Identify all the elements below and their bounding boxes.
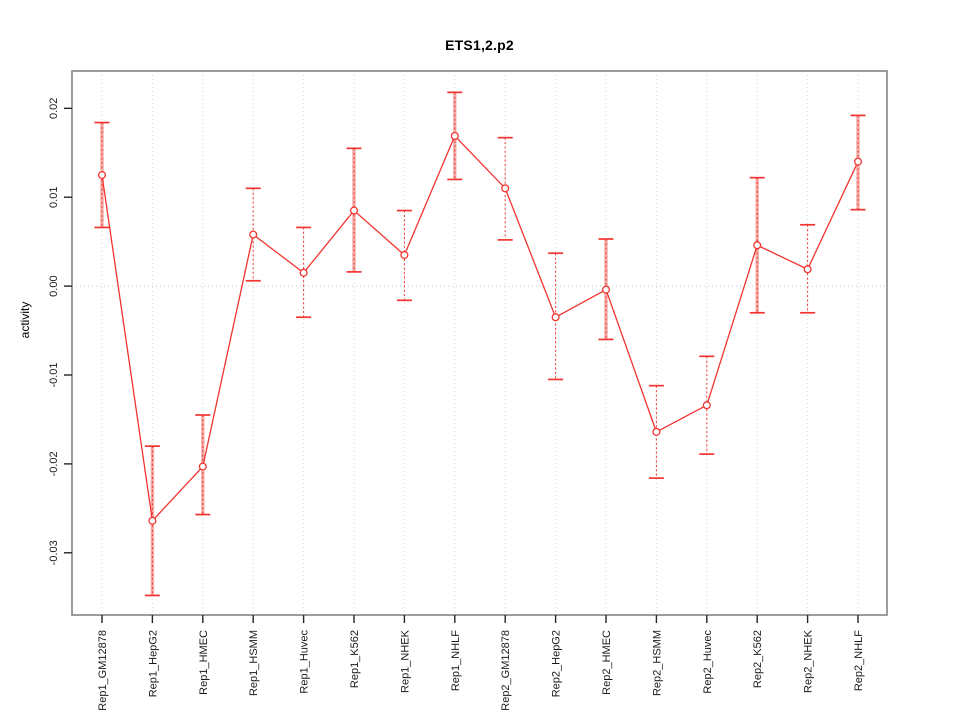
- data-point-marker: [450, 131, 459, 140]
- x-tick-label: Rep2_K562: [752, 630, 764, 688]
- data-point-marker: [702, 401, 711, 410]
- x-tick-label: Rep1_K562: [349, 630, 361, 688]
- x-tick-label: Rep2_NHLF: [853, 630, 865, 691]
- x-tick-label: Rep1_HMEC: [198, 630, 210, 695]
- x-tick-label: Rep2_HSMM: [651, 630, 663, 696]
- x-tick-label: Rep1_NHLF: [450, 630, 462, 691]
- y-tick-label: 0.02: [48, 98, 60, 119]
- data-point-marker: [299, 268, 308, 277]
- data-point-marker: [803, 265, 812, 274]
- data-point-marker: [853, 157, 863, 166]
- data-point-marker: [601, 285, 611, 294]
- y-tick-label: 0.01: [48, 187, 60, 208]
- data-point-marker: [349, 206, 359, 215]
- y-tick-label: -0.02: [48, 451, 60, 476]
- data-point-marker: [198, 462, 207, 471]
- x-tick-label: Rep2_NHEK: [803, 629, 815, 693]
- data-point-marker: [400, 250, 409, 260]
- y-tick-label: -0.01: [48, 362, 60, 387]
- plot-border: [71, 70, 888, 616]
- data-point-marker: [97, 170, 107, 180]
- data-point-marker: [148, 516, 157, 525]
- data-point-marker: [753, 241, 762, 250]
- x-tick-label: Rep2_HMEC: [601, 630, 613, 695]
- x-tick-label: Rep1_GM12878: [97, 630, 109, 711]
- data-point-marker: [652, 427, 661, 436]
- data-point-marker: [551, 313, 560, 322]
- x-tick-label: Rep1_HSMM: [248, 630, 260, 696]
- data-point-marker: [501, 184, 510, 193]
- x-tick-label: Rep2_GM12878: [500, 630, 512, 711]
- y-tick-label: -0.03: [48, 540, 60, 565]
- chart-title: ETS1,2.p2: [445, 37, 514, 53]
- x-tick-label: Rep1_Huvec: [299, 630, 311, 694]
- x-tick-label: Rep1_NHEK: [399, 629, 411, 693]
- x-tick-label: Rep2_HepG2: [551, 630, 563, 697]
- y-tick-label: 0.00: [48, 275, 60, 296]
- x-tick-label: Rep1_HepG2: [147, 630, 159, 697]
- x-tick-label: Rep2_Huvec: [702, 630, 714, 694]
- data-point-marker: [249, 230, 258, 239]
- series-line: [101, 134, 859, 523]
